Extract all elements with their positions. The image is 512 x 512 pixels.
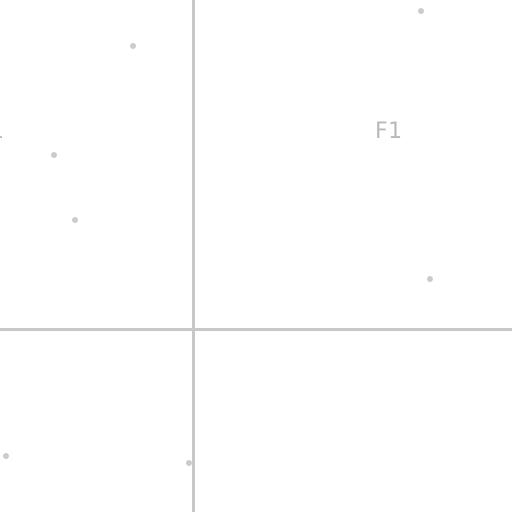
marker-dot[interactable] [418,8,424,14]
marker-dot[interactable] [3,453,9,459]
region-label-f1: F1 [375,119,403,144]
marker-dot[interactable] [427,276,433,282]
marker-dot[interactable] [130,43,136,49]
marker-dot[interactable] [51,152,57,158]
marker-dot[interactable] [186,460,192,466]
vertical-divider[interactable] [192,0,195,512]
horizontal-divider[interactable] [0,328,512,331]
marker-dot[interactable] [72,217,78,223]
region-label-left: 1 [0,121,5,143]
